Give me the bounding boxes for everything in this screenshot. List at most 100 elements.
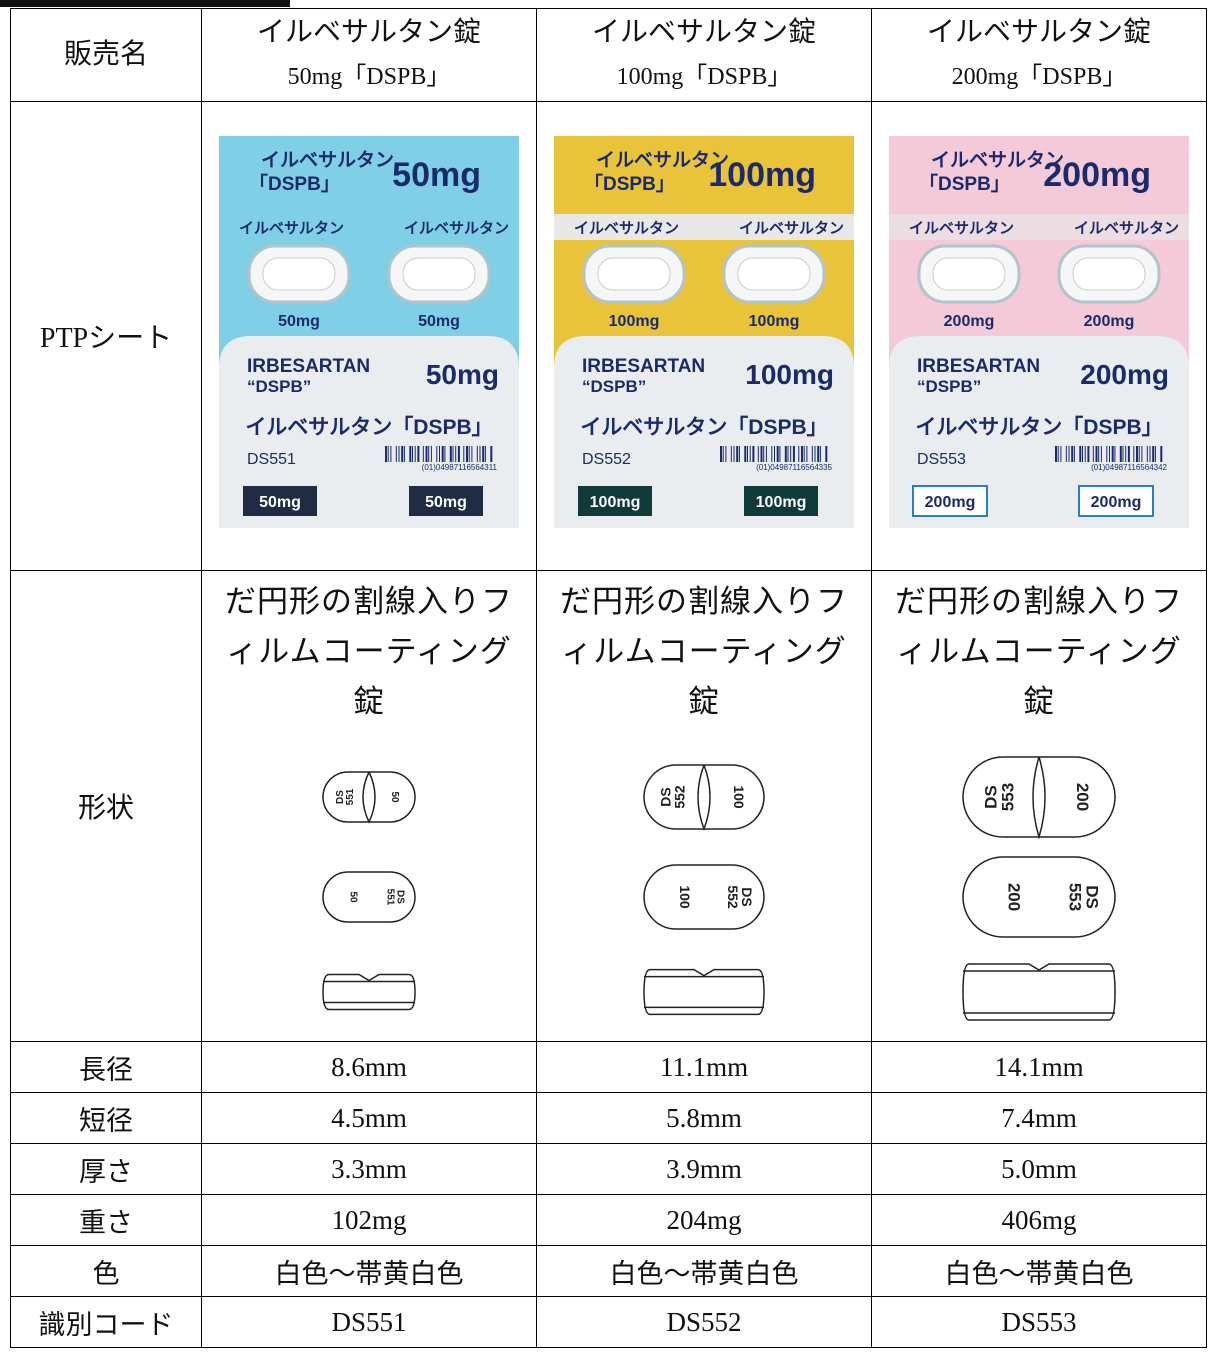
- product-name: イルベサルタン錠: [926, 17, 1151, 48]
- product-strength: 50mg「DSPB」: [287, 64, 451, 90]
- barcode-bar: [1092, 446, 1094, 462]
- barcode-bar: [1106, 446, 1108, 462]
- barcode-bar: [409, 446, 412, 462]
- barcode-bar: [412, 446, 413, 462]
- barcode-bar: [784, 446, 787, 462]
- barcode-bar: [403, 446, 405, 462]
- cell: 3.9mm: [536, 1143, 872, 1195]
- en-name: IRBESARTAN: [582, 356, 705, 377]
- code: DS553: [1001, 1306, 1077, 1337]
- barcode-bar: [738, 446, 740, 462]
- imprint-strength: 50: [389, 791, 400, 803]
- cell: DS553: [871, 1296, 1207, 1348]
- barcode-bar: [390, 446, 392, 462]
- barcode-bar: [1114, 446, 1116, 462]
- barcode-bar: [395, 446, 397, 462]
- bottom-view: [643, 864, 765, 930]
- shape-text: だ円形の割線入りフィルムコーティング錠: [560, 584, 848, 719]
- barcode-bar: [774, 446, 775, 462]
- barcode-bar: [449, 446, 452, 462]
- brand-jp: イルベサルタン: [261, 149, 394, 171]
- barcode-bar: [749, 446, 751, 462]
- barcode-bar: [1071, 446, 1074, 462]
- barcode-bar: [825, 446, 828, 462]
- barcode-bar: [430, 446, 432, 462]
- color: 白色～帯黄白色: [609, 1258, 799, 1289]
- strength-box: [744, 486, 818, 516]
- imprint-number: 553: [998, 783, 1017, 811]
- barcode-bar: [1084, 446, 1086, 462]
- spec-table: 販売名 イルベサルタン錠 50mg「DSPB」 イルベサルタン錠 100mg「DSPB」…: [10, 8, 1207, 1348]
- box-strength: 50mg: [425, 494, 467, 511]
- barcode-bar: [1146, 446, 1148, 462]
- barcode-bar: [725, 446, 727, 462]
- imprint-strength: 50: [348, 891, 359, 903]
- cell: イルベサルタン錠 100mg「DSPB」: [536, 8, 872, 102]
- barcode-bar: [744, 446, 747, 462]
- en-tag: “DSPB”: [917, 377, 981, 396]
- thickness: 3.3mm: [331, 1153, 407, 1184]
- cell: DS552: [536, 1296, 872, 1348]
- row-label: 色: [10, 1245, 202, 1297]
- tablet: [932, 257, 1006, 291]
- box-strength: 100mg: [590, 494, 641, 511]
- imprint-maker: DS: [335, 790, 346, 804]
- barcode-bar: [455, 446, 457, 462]
- imprint-number: 551: [384, 889, 395, 906]
- full-jp: イルベサルタン「DSPB」: [245, 416, 492, 439]
- barcode-bar: [817, 446, 820, 462]
- tablet-label: イルベサルタン: [574, 220, 679, 237]
- blister-strength: 50mg: [278, 313, 320, 330]
- barcode-number: (01)04987116564342: [1091, 463, 1167, 472]
- barcode-bar: [752, 446, 755, 462]
- barcode-bar: [436, 446, 438, 462]
- brand-tag: 「DSPB」: [584, 172, 675, 195]
- bottom-view: [962, 856, 1116, 938]
- cell: 204mg: [536, 1194, 872, 1246]
- barcode-bar: [760, 446, 763, 462]
- strength-box: [409, 486, 483, 516]
- row-label: 長径: [10, 1041, 202, 1093]
- barcode-bar: [1082, 446, 1083, 462]
- table-row: 厚さ 3.3mm 3.9mm 5.0mm: [10, 1143, 1207, 1195]
- minor-axis: 4.5mm: [331, 1102, 407, 1133]
- tablet-label: イルベサルタン: [739, 220, 844, 237]
- barcode-bar: [422, 446, 424, 462]
- blister-strength: 200mg: [1084, 313, 1135, 330]
- barcode-bar: [779, 446, 781, 462]
- thickness: 5.0mm: [1001, 1153, 1077, 1184]
- barcode-bar: [747, 446, 748, 462]
- tablet-label: イルベサルタン: [909, 220, 1014, 237]
- product-strength: 100mg「DSPB」: [616, 64, 792, 90]
- table-row: 識別コード DS551 DS552 DS553: [10, 1296, 1207, 1348]
- tablet-label: イルベサルタン: [404, 220, 509, 237]
- cell: イルベサルタン 「DSPB」 100mg イルベサルタン イルベサルタン 100mg 100…: [536, 101, 872, 571]
- row-label: 重さ: [10, 1194, 202, 1246]
- code: DS552: [666, 1306, 742, 1337]
- row-label: 販売名: [10, 8, 202, 102]
- imprint-maker: DS: [657, 787, 673, 806]
- barcode-bar: [490, 446, 493, 462]
- heading-bar: [0, 0, 290, 7]
- table-row: 長径 8.6mm 11.1mm 14.1mm: [10, 1041, 1207, 1093]
- imprint-number: 551: [345, 788, 356, 805]
- score-line: [697, 764, 711, 832]
- barcode-bar: [1095, 446, 1098, 462]
- strength-box: [912, 485, 988, 517]
- barcode-bar: [1154, 446, 1156, 462]
- imprint-maker: DS: [981, 785, 1000, 809]
- info-panel: [889, 336, 1189, 528]
- color: 白色～帯黄白色: [944, 1258, 1134, 1289]
- barcode-bar: [736, 446, 739, 462]
- cell: だ円形の割線入りフィルムコーティング錠 DS 552 100 100 DS 552: [536, 570, 872, 1042]
- barcode-bar: [801, 446, 803, 462]
- cell: 白色～帯黄白色: [201, 1245, 537, 1297]
- blister-strength: 200mg: [944, 313, 995, 330]
- barcode-bar: [484, 446, 486, 462]
- imprint-strength: 200: [1073, 783, 1092, 811]
- strength-box: [1078, 485, 1154, 517]
- weight: 406mg: [1001, 1204, 1077, 1235]
- barcode-bar: [1119, 446, 1122, 462]
